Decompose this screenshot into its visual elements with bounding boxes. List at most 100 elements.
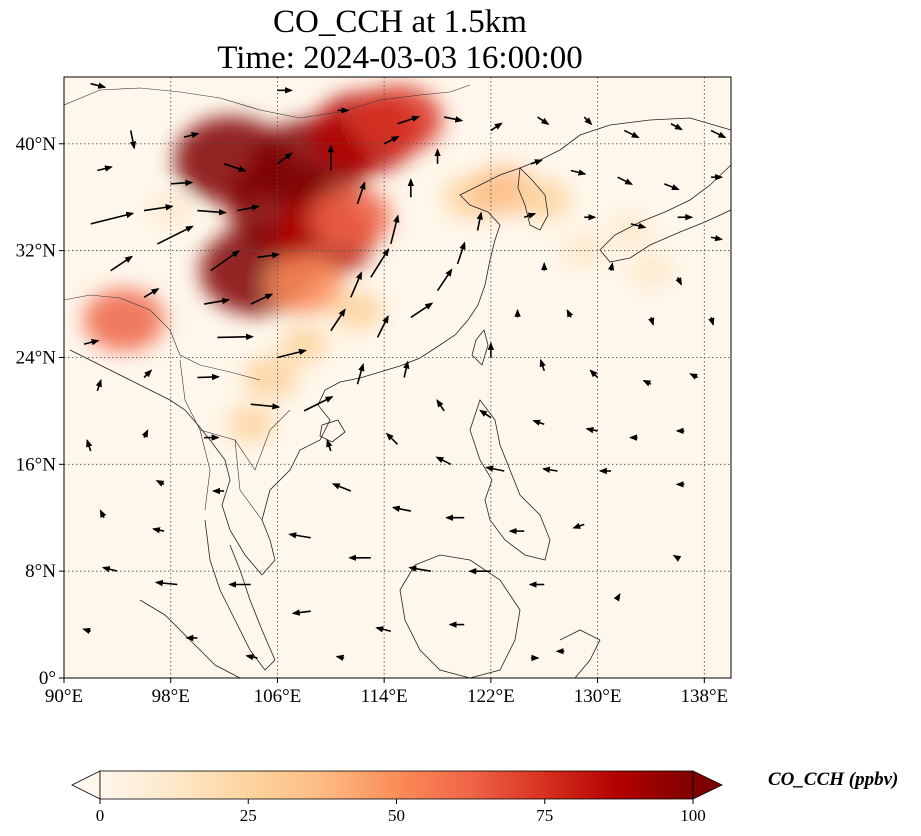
wind-arrow-109 bbox=[83, 339, 100, 346]
wind-arrow-115 bbox=[613, 592, 621, 602]
wind-arrow-18 bbox=[350, 271, 363, 298]
colorbar-ticks: 0 25 50 75 100 bbox=[96, 799, 706, 825]
colorbar-extend-low bbox=[71, 770, 101, 800]
wind-arrow-37 bbox=[444, 116, 464, 123]
lat-tick-label: 0° bbox=[39, 668, 56, 689]
wind-arrow-5 bbox=[157, 225, 194, 245]
wind-arrow-6 bbox=[210, 250, 241, 272]
lon-tick-label: 114°E bbox=[361, 686, 408, 707]
wind-arrow-21 bbox=[376, 315, 389, 338]
wind-arrow-40 bbox=[537, 116, 550, 125]
wind-arrow-56 bbox=[607, 262, 615, 271]
wind-arrow-42 bbox=[623, 129, 640, 139]
wind-arrow-96 bbox=[82, 627, 91, 635]
co-plume-15 bbox=[226, 405, 275, 443]
wind-arrow-24 bbox=[456, 241, 466, 265]
wind-arrow-9 bbox=[143, 288, 160, 299]
wind-vectors bbox=[82, 82, 727, 662]
co-plume-13 bbox=[331, 290, 384, 331]
wind-arrow-110 bbox=[97, 165, 113, 172]
japan-outline bbox=[599, 164, 731, 263]
wind-arrow-73 bbox=[385, 432, 399, 445]
co-plume-20 bbox=[150, 195, 191, 226]
wind-arrow-39 bbox=[490, 122, 503, 132]
wind-arrow-15 bbox=[250, 403, 281, 410]
wind-arrow-98 bbox=[335, 654, 345, 661]
co-plume-5 bbox=[352, 85, 443, 155]
wind-arrow-69 bbox=[532, 419, 545, 426]
wind-arrow-97 bbox=[245, 653, 258, 661]
colorbar-tick-label: 50 bbox=[388, 806, 405, 825]
wind-arrow-106 bbox=[151, 527, 165, 534]
wind-arrow-7 bbox=[257, 252, 281, 259]
wind-arrow-68 bbox=[479, 409, 492, 419]
wind-arrow-22 bbox=[410, 302, 434, 319]
map-title-line-1: CO_CCH at 1.5km bbox=[273, 4, 527, 40]
wind-arrow-27 bbox=[403, 360, 410, 378]
wind-arrow-1 bbox=[143, 204, 174, 212]
gridlines bbox=[64, 77, 731, 678]
lat-tick-label: 16°N bbox=[16, 454, 57, 475]
wind-arrow-3 bbox=[197, 208, 227, 216]
wind-arrow-50 bbox=[523, 212, 537, 219]
colorbar-tick-label: 100 bbox=[680, 806, 706, 825]
lat-tick-label: 8°N bbox=[25, 561, 56, 582]
wind-arrow-36 bbox=[397, 115, 421, 125]
lon-tick-label: 130°E bbox=[574, 686, 622, 707]
wind-arrow-74 bbox=[435, 456, 452, 466]
wind-arrow-11 bbox=[250, 293, 274, 305]
colorbar-label: CO_CCH (ppbv) bbox=[768, 769, 899, 790]
wind-arrow-38 bbox=[383, 136, 400, 145]
wind-arrow-0 bbox=[90, 211, 135, 225]
wind-arrow-76 bbox=[541, 466, 558, 474]
wind-arrow-47 bbox=[617, 176, 634, 185]
wind-arrow-25 bbox=[476, 211, 483, 231]
wind-arrow-12 bbox=[217, 333, 255, 341]
wind-arrow-63 bbox=[539, 358, 546, 372]
co-plume-12 bbox=[518, 179, 571, 220]
sulawesi-outline bbox=[559, 629, 601, 678]
wind-arrow-60 bbox=[648, 317, 655, 326]
wind-arrow-29 bbox=[356, 181, 366, 205]
wind-arrow-43 bbox=[670, 123, 683, 131]
wind-arrow-65 bbox=[642, 379, 652, 387]
lat-tick-label: 24°N bbox=[16, 347, 57, 368]
co-plume-19 bbox=[610, 214, 652, 247]
wind-arrow-86 bbox=[408, 565, 431, 572]
country-borders bbox=[64, 84, 471, 521]
wind-arrow-26 bbox=[356, 363, 365, 385]
wind-arrow-14 bbox=[197, 373, 220, 381]
wind-arrow-64 bbox=[589, 369, 599, 379]
wind-arrow-116 bbox=[672, 554, 682, 562]
wind-arrow-101 bbox=[141, 429, 149, 438]
wind-arrow-4 bbox=[237, 204, 260, 212]
hainan-outline bbox=[319, 419, 346, 443]
wind-arrow-66 bbox=[689, 373, 699, 380]
wind-arrow-2 bbox=[170, 179, 194, 187]
malay-peninsula-outline bbox=[204, 519, 276, 671]
wind-arrow-105 bbox=[99, 509, 107, 519]
colorbar-tick-label: 75 bbox=[536, 806, 553, 825]
wind-arrow-108 bbox=[143, 369, 153, 379]
colorbar-extend-high bbox=[692, 770, 723, 800]
wind-arrow-100 bbox=[86, 438, 93, 452]
wind-arrow-107 bbox=[95, 378, 102, 392]
taiwan-outline bbox=[471, 329, 489, 366]
wind-arrow-70 bbox=[585, 426, 598, 434]
wind-arrow-45 bbox=[530, 159, 543, 166]
wind-arrow-59 bbox=[566, 308, 574, 318]
wind-arrow-17 bbox=[330, 308, 346, 332]
wind-arrow-8 bbox=[110, 255, 134, 272]
co-plume-8 bbox=[265, 254, 343, 314]
korea-outline bbox=[517, 167, 549, 231]
lon-tick-label: 98°E bbox=[152, 686, 190, 707]
indochina-borders-2 bbox=[199, 429, 263, 521]
borneo-outline bbox=[399, 554, 521, 678]
lat-tick-label: 32°N bbox=[16, 241, 57, 262]
lon-tick-label: 90°E bbox=[45, 686, 83, 707]
co-plume-3 bbox=[174, 116, 288, 204]
wind-arrow-20 bbox=[390, 214, 400, 245]
wind-arrow-33 bbox=[183, 132, 200, 139]
